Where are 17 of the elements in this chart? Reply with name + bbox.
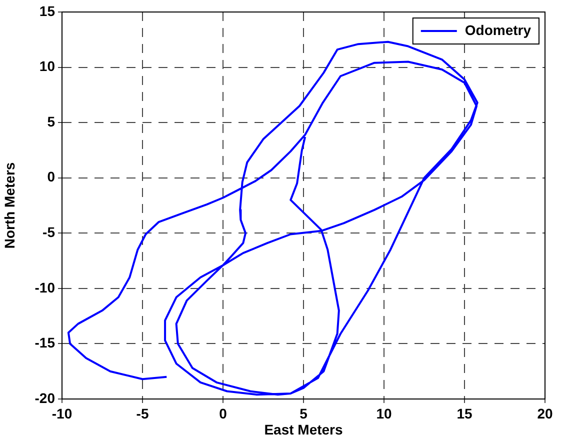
- x-tick-label: 10: [376, 405, 392, 422]
- y-tick-label: 15: [39, 2, 56, 19]
- legend-label: Odometry: [464, 22, 532, 38]
- x-axis-title: East Meters: [264, 421, 344, 438]
- y-tick-label: -20: [34, 390, 56, 406]
- x-tick-label: 5: [300, 405, 308, 422]
- x-tick-label: 20: [537, 405, 553, 422]
- y-tick-label: 5: [47, 113, 56, 130]
- x-tick-label: 15: [456, 405, 472, 422]
- x-tick-label: -5: [136, 405, 149, 422]
- y-tick-label: -5: [42, 224, 56, 240]
- x-tick-label: 0: [219, 405, 228, 422]
- y-tick-label: -15: [34, 334, 56, 351]
- y-axis-title: North Meters: [1, 162, 18, 249]
- y-tick-label: 0: [47, 168, 56, 185]
- y-tick-label: 10: [39, 58, 56, 74]
- y-tick-label: -10: [34, 279, 56, 296]
